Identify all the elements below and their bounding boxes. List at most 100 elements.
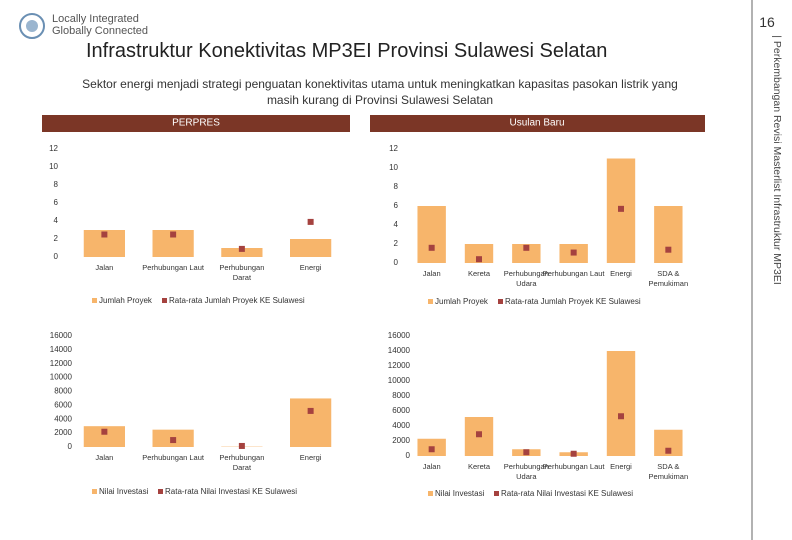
- x-tick-label: Perhubungan Laut: [542, 462, 605, 471]
- x-tick-label: Energi: [610, 462, 632, 471]
- marker: [101, 231, 108, 238]
- x-tick-label: Energi: [299, 263, 322, 272]
- marker: [570, 450, 577, 457]
- y-tick-label: 8: [54, 180, 59, 189]
- legend-swatch: [428, 299, 433, 304]
- y-tick-label: 8000: [392, 391, 410, 400]
- y-tick-label: 2: [394, 239, 399, 248]
- x-tick-label: Perhubungan Laut: [142, 453, 204, 462]
- y-tick-label: 4000: [392, 421, 410, 430]
- bar: [290, 239, 332, 257]
- legend-label: Jumlah Proyek: [99, 296, 152, 305]
- y-tick-label: 6: [394, 201, 399, 210]
- y-tick-label: 12: [49, 144, 58, 153]
- y-tick-label: 16000: [388, 331, 411, 340]
- panel-title: Usulan Baru: [509, 118, 564, 129]
- y-tick-label: 12000: [50, 359, 73, 368]
- x-tick-label: Perhubungan Laut: [142, 263, 204, 272]
- y-tick-label: 4000: [54, 414, 72, 423]
- panel-header: [42, 115, 350, 132]
- x-tick-label: Energi: [610, 269, 632, 278]
- legend-swatch: [498, 299, 503, 304]
- legend-swatch: [494, 491, 499, 496]
- legend-label: Rata-rata Nilai Investasi KE Sulawesi: [165, 487, 298, 496]
- marker: [428, 446, 435, 453]
- x-tick-label: Jalan: [422, 269, 441, 278]
- marker: [307, 407, 314, 414]
- x-tick-label: Perhubungan Laut: [542, 269, 605, 278]
- legend-swatch: [162, 298, 167, 303]
- x-tick-label: Perhubungan Darat: [219, 263, 265, 282]
- y-tick-label: 8000: [54, 387, 72, 396]
- legend-swatch: [92, 489, 97, 494]
- marker: [618, 413, 624, 420]
- y-tick-label: 2: [54, 234, 59, 243]
- bar: [606, 351, 636, 456]
- marker: [476, 431, 482, 438]
- marker: [570, 249, 577, 256]
- x-tick-label: Jalan: [95, 263, 114, 272]
- y-tick-label: 6000: [54, 400, 72, 409]
- marker: [476, 256, 482, 263]
- marker: [101, 428, 108, 435]
- bar: [221, 248, 263, 257]
- logo-icon-inner: [26, 20, 38, 32]
- side-text: | Perkembangan Revisi Masterlist Infrast…: [771, 35, 783, 285]
- y-tick-label: 0: [54, 252, 59, 261]
- y-tick-label: 0: [68, 442, 73, 451]
- bar: [654, 206, 683, 263]
- x-tick-label: SDA & Pemukiman: [648, 462, 689, 481]
- y-tick-label: 6: [54, 198, 59, 207]
- marker: [170, 231, 177, 238]
- bar: [83, 426, 125, 447]
- y-tick-label: 14000: [50, 345, 73, 354]
- legend-swatch: [158, 489, 163, 494]
- logo-text: Locally Integrated Globally Connected: [52, 13, 148, 37]
- x-tick-label: Jalan: [422, 462, 441, 471]
- legend-label: Rata-rata Jumlah Proyek KE Sulawesi: [169, 296, 305, 305]
- x-tick-label: Perhubungan Udara: [503, 462, 549, 481]
- y-tick-label: 10000: [388, 376, 411, 385]
- y-tick-label: 4: [394, 220, 399, 229]
- y-tick-label: 4: [54, 216, 59, 225]
- panel-header: [370, 115, 705, 132]
- y-tick-label: 10000: [50, 373, 73, 382]
- x-tick-label: Jalan: [95, 453, 114, 462]
- y-tick-label: 10: [389, 163, 398, 172]
- subtitle: Sektor energi menjadi strategi penguatan…: [82, 77, 678, 107]
- marker: [238, 442, 245, 449]
- bar: [417, 206, 446, 263]
- legend-swatch: [428, 491, 433, 496]
- marker: [523, 449, 530, 456]
- bar: [290, 398, 332, 447]
- bar: [464, 244, 494, 263]
- y-tick-label: 8: [394, 182, 399, 191]
- legend-label: Nilai Investasi: [435, 489, 485, 498]
- x-tick-label: SDA & Pemukiman: [648, 269, 689, 288]
- y-tick-label: 16000: [50, 331, 73, 340]
- y-tick-label: 0: [406, 451, 411, 460]
- y-tick-label: 6000: [392, 406, 410, 415]
- x-tick-label: Energi: [299, 453, 322, 462]
- logo-line: Locally Integrated: [52, 13, 139, 25]
- x-tick-label: Kereta: [467, 462, 491, 471]
- page-number: 16: [759, 14, 775, 30]
- logo-icon: [19, 13, 45, 39]
- y-tick-label: 12000: [388, 361, 411, 370]
- marker: [170, 437, 177, 444]
- x-tick-label: Perhubungan Udara: [503, 269, 549, 288]
- legend-label: Nilai Investasi: [99, 487, 149, 496]
- y-tick-label: 10: [49, 162, 58, 171]
- y-tick-label: 2000: [392, 436, 410, 445]
- y-tick-label: 0: [394, 258, 399, 267]
- marker: [665, 246, 672, 253]
- logo-line: Globally Connected: [52, 25, 149, 37]
- marker: [428, 244, 435, 251]
- y-tick-label: 14000: [388, 346, 411, 355]
- marker: [523, 244, 530, 251]
- title: Infrastruktur Konektivitas MP3EI Provins…: [86, 40, 608, 62]
- marker: [238, 245, 245, 252]
- marker: [307, 218, 314, 225]
